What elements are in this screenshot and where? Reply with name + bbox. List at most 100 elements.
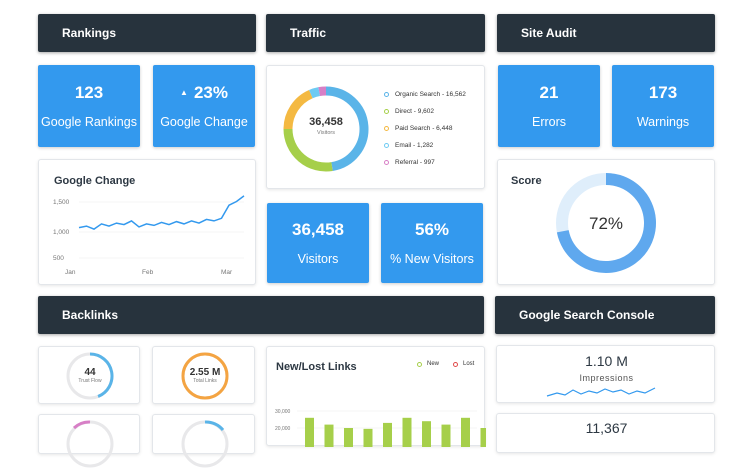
traffic-donut-center: 36,458 Visitors bbox=[281, 116, 371, 136]
visitors-value: 36,458 bbox=[292, 220, 344, 239]
y-tick-1000: 1,000 bbox=[53, 229, 70, 236]
donut-slice bbox=[283, 90, 313, 130]
ring-fill bbox=[181, 352, 229, 400]
search-console-header-title: Google Search Console bbox=[519, 308, 655, 322]
new-visitors-value: 56% bbox=[414, 220, 450, 239]
donut-slice bbox=[283, 128, 333, 172]
search-console-card-2: 11,367 bbox=[496, 413, 715, 453]
trust-flow-ring bbox=[66, 352, 114, 400]
traffic-total-value: 36,458 bbox=[309, 116, 343, 128]
trust-flow-label: Trust Flow bbox=[78, 378, 102, 384]
bar-new bbox=[402, 417, 412, 447]
site-audit-header-title: Site Audit bbox=[521, 26, 577, 40]
warnings-value: 173 bbox=[648, 83, 678, 102]
donut-slice bbox=[318, 86, 327, 97]
google-change-chart-title: Google Change bbox=[54, 175, 136, 187]
y-tick-500: 500 bbox=[53, 255, 64, 262]
new-lost-links-card: New/Lost Links New Lost 30,000 20,000 bbox=[266, 346, 486, 447]
donut-slice bbox=[309, 87, 321, 99]
rankings-header-title: Rankings bbox=[62, 26, 117, 40]
impressions-card: 1.10 M Impressions bbox=[496, 345, 715, 403]
traffic-card: 36,458 Visitors Organic Search - 16,562 … bbox=[266, 65, 485, 189]
ring-partial-blue bbox=[181, 420, 229, 468]
errors-label: Errors bbox=[531, 115, 567, 129]
x-tick-feb: Feb bbox=[142, 269, 154, 276]
score-ring bbox=[556, 173, 656, 273]
bar-new bbox=[441, 424, 451, 447]
backlinks-card-4 bbox=[152, 414, 255, 468]
new-visitors-tile[interactable]: 56% % New Visitors bbox=[381, 203, 483, 283]
legend-label: Paid Search - 6,448 bbox=[395, 125, 453, 132]
x-tick-mar: Mar bbox=[221, 269, 233, 276]
legend-new: New bbox=[417, 361, 439, 367]
errors-tile[interactable]: 21 Errors bbox=[498, 65, 600, 147]
bar-new bbox=[363, 428, 373, 447]
legend-item-referral: Referral - 997 bbox=[384, 154, 466, 171]
backlinks-header-title: Backlinks bbox=[62, 308, 119, 322]
backlinks-card-3 bbox=[38, 414, 140, 468]
legend-label: Organic Search - 16,562 bbox=[395, 91, 466, 98]
y-tick-20000: 20,000 bbox=[275, 426, 291, 432]
new-visitors-label: % New Visitors bbox=[390, 252, 474, 266]
bar-new bbox=[383, 422, 392, 447]
ring-fill bbox=[89, 352, 114, 398]
trust-flow-card: 44 Trust Flow bbox=[38, 346, 140, 404]
total-links-ring bbox=[181, 352, 229, 400]
impressions-value: 1.10 M bbox=[585, 353, 628, 369]
legend-item-organic: Organic Search - 16,562 bbox=[384, 86, 466, 103]
trust-flow-value: 44 bbox=[84, 367, 96, 378]
traffic-header-title: Traffic bbox=[290, 26, 327, 40]
y-tick-1500: 1,500 bbox=[53, 199, 70, 206]
visitors-tile[interactable]: 36,458 Visitors bbox=[267, 203, 369, 283]
y-tick-30000: 30,000 bbox=[275, 409, 291, 415]
traffic-legend: Organic Search - 16,562 Direct - 9,602 P… bbox=[384, 86, 466, 171]
google-change-tile[interactable]: ▲ 23% Google Change bbox=[153, 65, 255, 147]
total-links-label: Total Links bbox=[193, 378, 217, 384]
legend-item-email: Email - 1,282 bbox=[384, 137, 466, 154]
new-lost-bar-chart: 30,000 20,000 bbox=[275, 409, 486, 447]
rankings-header: Rankings bbox=[38, 14, 256, 52]
google-change-value-row: ▲ 23% bbox=[180, 83, 228, 103]
legend-item-direct: Direct - 9,602 bbox=[384, 103, 466, 120]
legend-dot-icon bbox=[384, 160, 389, 165]
legend-dot-icon bbox=[384, 143, 389, 148]
google-change-chart-card: Google Change 1,500 1,000 500 Jan Feb Ma… bbox=[38, 159, 256, 285]
visitors-label: Visitors bbox=[297, 252, 339, 266]
legend-label: Referral - 997 bbox=[395, 159, 435, 166]
impressions-label: Impressions bbox=[579, 373, 634, 383]
legend-lost-dot-icon bbox=[453, 361, 458, 367]
legend-new-label: New bbox=[427, 361, 440, 367]
google-change-line-chart: 1,500 1,000 500 Jan Feb Mar bbox=[53, 195, 245, 276]
bar-new bbox=[324, 424, 334, 447]
bar-new bbox=[422, 421, 431, 447]
search-console-header: Google Search Console bbox=[495, 296, 715, 334]
donut-slice bbox=[325, 86, 369, 171]
backlinks-header: Backlinks bbox=[38, 296, 484, 334]
traffic-donut-chart bbox=[283, 86, 369, 172]
google-rankings-label: Google Rankings bbox=[41, 115, 137, 129]
bar-new bbox=[305, 417, 314, 447]
bar-new bbox=[344, 428, 353, 447]
legend-label: Direct - 9,602 bbox=[395, 108, 435, 115]
google-rankings-tile[interactable]: 123 Google Rankings bbox=[38, 65, 140, 147]
google-change-series-line bbox=[78, 195, 245, 230]
legend-item-paid: Paid Search - 6,448 bbox=[384, 120, 466, 137]
ring-partial-pink bbox=[66, 420, 114, 468]
triangle-up-icon: ▲ bbox=[180, 88, 188, 97]
total-links-center: 2.55 M Total Links bbox=[179, 367, 231, 384]
bar-new bbox=[461, 417, 470, 447]
score-card: Score 72% bbox=[497, 159, 715, 285]
total-links-value: 2.55 M bbox=[189, 367, 221, 378]
total-links-card: 2.55 M Total Links bbox=[152, 346, 255, 404]
warnings-tile[interactable]: 173 Warnings bbox=[612, 65, 714, 147]
score-value: 72% bbox=[588, 214, 624, 233]
site-audit-header: Site Audit bbox=[497, 14, 715, 52]
legend-new-dot-icon bbox=[417, 361, 422, 367]
google-change-value: 23% bbox=[193, 83, 228, 102]
legend-dot-icon bbox=[384, 109, 389, 114]
legend-label: Email - 1,282 bbox=[395, 142, 434, 149]
google-change-label: Google Change bbox=[160, 115, 248, 129]
legend-dot-icon bbox=[384, 126, 389, 131]
trust-flow-center: 44 Trust Flow bbox=[64, 367, 116, 384]
google-rankings-value: 123 bbox=[74, 83, 104, 102]
